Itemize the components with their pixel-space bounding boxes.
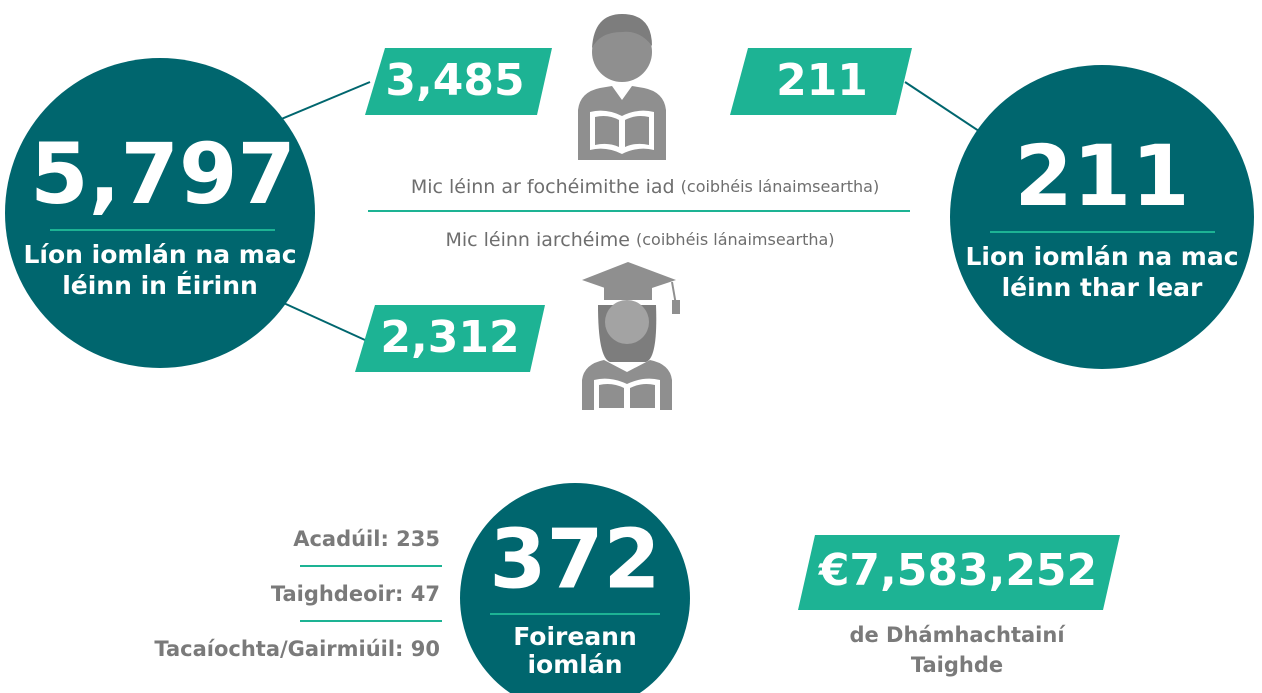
- staff-label: Foireann: [513, 622, 637, 651]
- abroad-label: léinn thar lear: [1002, 273, 1203, 302]
- abroad-box-value: 211: [776, 55, 868, 106]
- undergrad-label-text: Mic léinn ar fochéimithe iad: [411, 176, 675, 198]
- undergrad-box: [365, 48, 552, 115]
- undergrad-note: (coibhéis lánaimseartha): [681, 177, 880, 196]
- research-box: [798, 535, 1120, 610]
- postgrad-label-text: Mic léinn iarchéime: [445, 229, 630, 251]
- postgrad-label: Mic léinn iarchéime (coibhéis lánaimsear…: [445, 229, 834, 251]
- staff-circle: [460, 483, 690, 693]
- research-value: €7,583,252: [818, 545, 1097, 596]
- abroad-value: 211: [1014, 127, 1189, 225]
- postgrad-box: [355, 305, 545, 372]
- ireland-value: 5,797: [30, 125, 296, 223]
- undergrad-label: Mic léinn ar fochéimithe iad (coibhéis l…: [411, 176, 879, 198]
- abroad-label: Lion iomlán na mac: [965, 242, 1238, 271]
- ireland-label: léinn in Éirinn: [62, 271, 258, 300]
- staff-item: Tacaíochta/Gairmiúil: 90: [154, 637, 440, 661]
- abroad-box: [730, 48, 912, 115]
- research-label: Taighde: [911, 653, 1003, 677]
- research-label: de Dhámhachtainí: [849, 623, 1066, 647]
- ireland-label: Líon iomlán na mac: [23, 240, 296, 269]
- ireland-circle: [5, 58, 315, 368]
- postgrad-value: 2,312: [380, 312, 519, 363]
- staff-item: Taighdeoir: 47: [271, 582, 440, 606]
- postgrad-note: (coibhéis lánaimseartha): [636, 230, 835, 249]
- staff-value: 372: [489, 512, 660, 607]
- staff-label: iomlán: [527, 650, 622, 679]
- student-icon: [578, 14, 666, 160]
- abroad-circle: [950, 65, 1254, 369]
- staff-item: Acadúil: 235: [293, 527, 440, 551]
- undergrad-value: 3,485: [385, 55, 524, 106]
- graduate-icon: [582, 262, 680, 410]
